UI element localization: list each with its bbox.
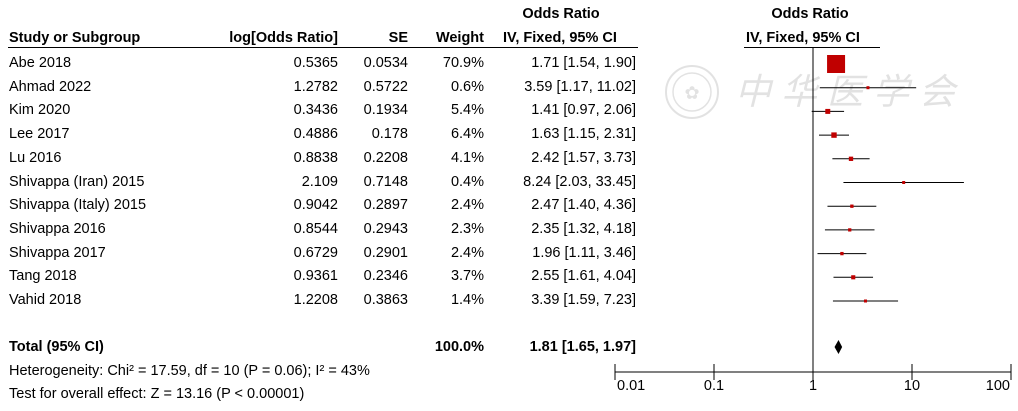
pooled-diamond [834, 340, 843, 354]
point-estimate-marker [850, 204, 854, 208]
se-value: 0.2897 [363, 197, 408, 214]
se-value: 0.0534 [363, 55, 408, 71]
odds-ratio-ci-value: 1.71 [1.54, 1.90] [531, 55, 636, 71]
log-odds-ratio-value: 2.109 [301, 173, 338, 190]
watermark-text: 中 华 医 学 会 [735, 71, 959, 112]
weight-column-header: Weight [435, 30, 484, 46]
x-tick-label: 0.01 [617, 378, 645, 394]
study-name: Lu 2016 [9, 149, 62, 166]
point-estimate-marker [840, 251, 844, 256]
study-name: Shivappa (Iran) 2015 [9, 173, 145, 190]
odds-ratio-header-table: Odds Ratio [522, 6, 600, 22]
study-name: Shivappa (Italy) 2015 [9, 197, 147, 214]
x-tick-label: 1 [809, 378, 817, 394]
odds-ratio-ci-value: 8.24 [2.03, 33.45] [523, 173, 636, 190]
x-axis: 0.01 0.1 1 10 100 [614, 364, 1012, 394]
heterogeneity-text: Heterogeneity: Chi² = 17.59, df = 10 (P … [9, 363, 370, 379]
study-name: Vahid 2018 [9, 292, 82, 308]
se-value: 0.2943 [363, 220, 408, 237]
log-odds-ratio-value: 0.4886 [293, 126, 338, 143]
ci-method-column-header: IV, Fixed, 95% CI [503, 30, 617, 46]
study-name: Kim 2020 [9, 102, 71, 119]
weight-value: 2.4% [450, 244, 484, 261]
se-value: 0.2901 [363, 244, 408, 261]
log-odds-ratio-column-header: log[Odds Ratio] [229, 30, 338, 46]
weight-value: 3.7% [450, 268, 484, 285]
se-value: 0.3863 [363, 292, 408, 308]
plot-marks [811, 48, 964, 368]
log-odds-ratio-value: 0.6729 [293, 244, 338, 261]
point-estimate-marker [866, 86, 870, 90]
x-tick-label: 0.1 [704, 378, 724, 394]
log-odds-ratio-value: 0.5365 [293, 55, 338, 71]
odds-ratio-ci-value: 1.41 [0.97, 2.06] [531, 102, 636, 119]
log-odds-ratio-value: 0.9042 [293, 197, 338, 214]
odds-ratio-ci-value: 2.42 [1.57, 3.73] [531, 149, 636, 166]
weight-value: 0.6% [450, 78, 484, 95]
study-name: Lee 2017 [9, 126, 70, 143]
study-name: Abe 2018 [9, 55, 72, 71]
odds-ratio-header-plot: Odds Ratio [771, 6, 849, 22]
point-estimate-marker [825, 108, 831, 114]
se-value: 0.178 [371, 126, 408, 143]
weight-value: 2.4% [450, 197, 484, 214]
odds-ratio-ci-value: 1.63 [1.15, 2.31] [531, 126, 636, 143]
total-label: Total (95% CI) [9, 339, 104, 355]
seal-inner-ring [672, 72, 712, 112]
log-odds-ratio-value: 0.8838 [293, 149, 338, 166]
weight-value: 1.4% [450, 292, 484, 308]
weight-value: 0.4% [450, 173, 484, 190]
point-estimate-marker [848, 228, 852, 232]
se-column-header: SE [388, 30, 408, 46]
odds-ratio-ci-value: 2.55 [1.61, 4.04] [531, 268, 636, 285]
log-odds-ratio-value: 0.8544 [293, 220, 338, 237]
total-ci: 1.81 [1.65, 1.97] [529, 339, 636, 355]
point-estimate-marker [851, 275, 856, 280]
odds-ratio-ci-value: 1.96 [1.11, 3.46] [532, 244, 636, 261]
study-name: Ahmad 2022 [9, 78, 92, 95]
log-odds-ratio-value: 1.2208 [293, 292, 338, 308]
study-name: Shivappa 2016 [9, 220, 106, 237]
se-value: 0.7148 [363, 173, 408, 190]
x-tick-label: 100 [986, 378, 1010, 394]
weight-value: 5.4% [450, 102, 484, 119]
log-odds-ratio-value: 0.3436 [293, 102, 338, 119]
study-name: Shivappa 2017 [9, 244, 106, 261]
se-value: 0.1934 [363, 102, 408, 119]
log-odds-ratio-value: 1.2782 [293, 78, 338, 95]
point-estimate-marker [902, 181, 906, 184]
point-estimate-marker [831, 132, 837, 138]
x-tick-label: 10 [904, 378, 920, 394]
seal-glyph: ✿ [684, 83, 699, 103]
seal-outer-ring [665, 65, 719, 119]
weight-value: 70.9% [442, 55, 484, 71]
se-value: 0.2346 [363, 268, 408, 285]
point-estimate-marker [827, 55, 846, 73]
odds-ratio-ci-value: 3.59 [1.17, 11.02] [524, 78, 636, 95]
ci-method-plot-header: IV, Fixed, 95% CI [746, 30, 860, 46]
study-name: Tang 2018 [9, 268, 77, 285]
point-estimate-marker [863, 299, 867, 303]
se-value: 0.2208 [363, 149, 408, 166]
weight-value: 4.1% [450, 149, 484, 166]
odds-ratio-ci-value: 2.35 [1.32, 4.18] [531, 220, 636, 237]
watermark-seal: ✿ 中 华 医 学 会 [665, 65, 959, 119]
odds-ratio-ci-value: 2.47 [1.40, 4.36] [531, 197, 636, 214]
point-estimate-marker [848, 156, 854, 161]
total-weight: 100.0% [434, 339, 484, 355]
weight-value: 6.4% [450, 126, 484, 143]
se-value: 0.5722 [363, 78, 408, 95]
weight-value: 2.3% [450, 220, 484, 237]
odds-ratio-ci-value: 3.39 [1.59, 7.23] [531, 292, 636, 308]
overall-effect-text: Test for overall effect: Z = 13.16 (P < … [9, 386, 305, 402]
log-odds-ratio-value: 0.9361 [293, 268, 338, 285]
study-column-header: Study or Subgroup [9, 30, 141, 46]
